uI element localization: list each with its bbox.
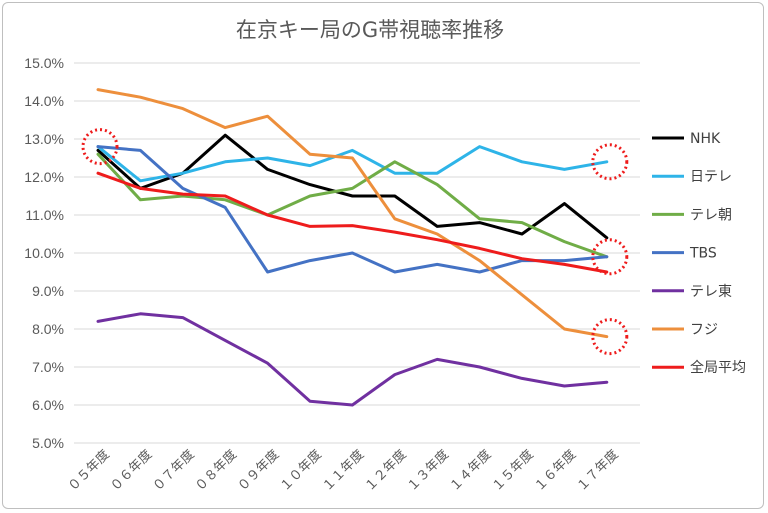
y-tick-label: 12.0% (24, 169, 64, 185)
y-tick-label: 10.0% (24, 245, 64, 261)
x-tick-label: １４年度 (446, 447, 494, 495)
x-tick-label: ０９年度 (234, 447, 282, 495)
series-line-4 (96, 312, 609, 407)
x-tick-label: ０６年度 (107, 447, 155, 495)
annotation-circle (591, 238, 629, 276)
y-tick-label: 15.0% (24, 55, 64, 71)
series-line-3 (96, 145, 609, 274)
series-line-5 (96, 88, 609, 339)
series-lines (96, 88, 609, 407)
x-tick-label: １７年度 (574, 447, 622, 495)
legend-label: テレ朝 (690, 207, 732, 223)
legend-label: NHK (690, 131, 721, 147)
legend-label: TBS (689, 246, 717, 262)
legend-label: テレ東 (690, 284, 732, 300)
legend-label: 全局平均 (690, 359, 746, 376)
annotation-circle (591, 143, 629, 181)
annotation-circle (81, 128, 119, 166)
x-tick-label: ０８年度 (192, 447, 240, 495)
y-tick-label: 13.0% (24, 131, 64, 147)
y-tick-label: 5.0% (32, 435, 64, 451)
series-line-6 (96, 171, 609, 274)
x-tick-label: １５年度 (489, 447, 537, 495)
x-tick-label: １３年度 (404, 447, 452, 495)
x-axis-ticks: ０５年度０６年度０７年度０８年度０９年度１０年度１１年度１２年度１３年度１４年度… (65, 447, 622, 495)
y-tick-label: 9.0% (32, 283, 64, 299)
annotation-circle (591, 318, 629, 356)
y-tick-label: 14.0% (24, 93, 64, 109)
y-tick-label: 8.0% (32, 321, 64, 337)
legend-label: フジ (690, 322, 718, 338)
legend-label: 日テレ (690, 169, 732, 185)
series-line-1 (96, 145, 609, 183)
x-tick-label: ０５年度 (65, 447, 113, 495)
series-line-2 (96, 152, 609, 259)
x-tick-label: １１年度 (319, 447, 367, 495)
x-tick-label: １２年度 (362, 447, 410, 495)
y-tick-label: 6.0% (32, 397, 64, 413)
y-axis-ticks: 15.0% 14.0% 13.0% 12.0% 11.0% 10.0% 9.0% 8.0% 7.… (24, 55, 64, 451)
chart-title: 在京キー局のG帯視聴率推移 (236, 18, 504, 42)
y-tick-label: 11.0% (25, 207, 64, 223)
x-tick-label: ０７年度 (150, 447, 198, 495)
x-tick-label: １０年度 (277, 447, 325, 495)
y-tick-label: 7.0% (32, 359, 64, 375)
annotations (81, 128, 629, 356)
x-tick-label: １６年度 (531, 447, 579, 495)
gridlines (74, 62, 640, 444)
